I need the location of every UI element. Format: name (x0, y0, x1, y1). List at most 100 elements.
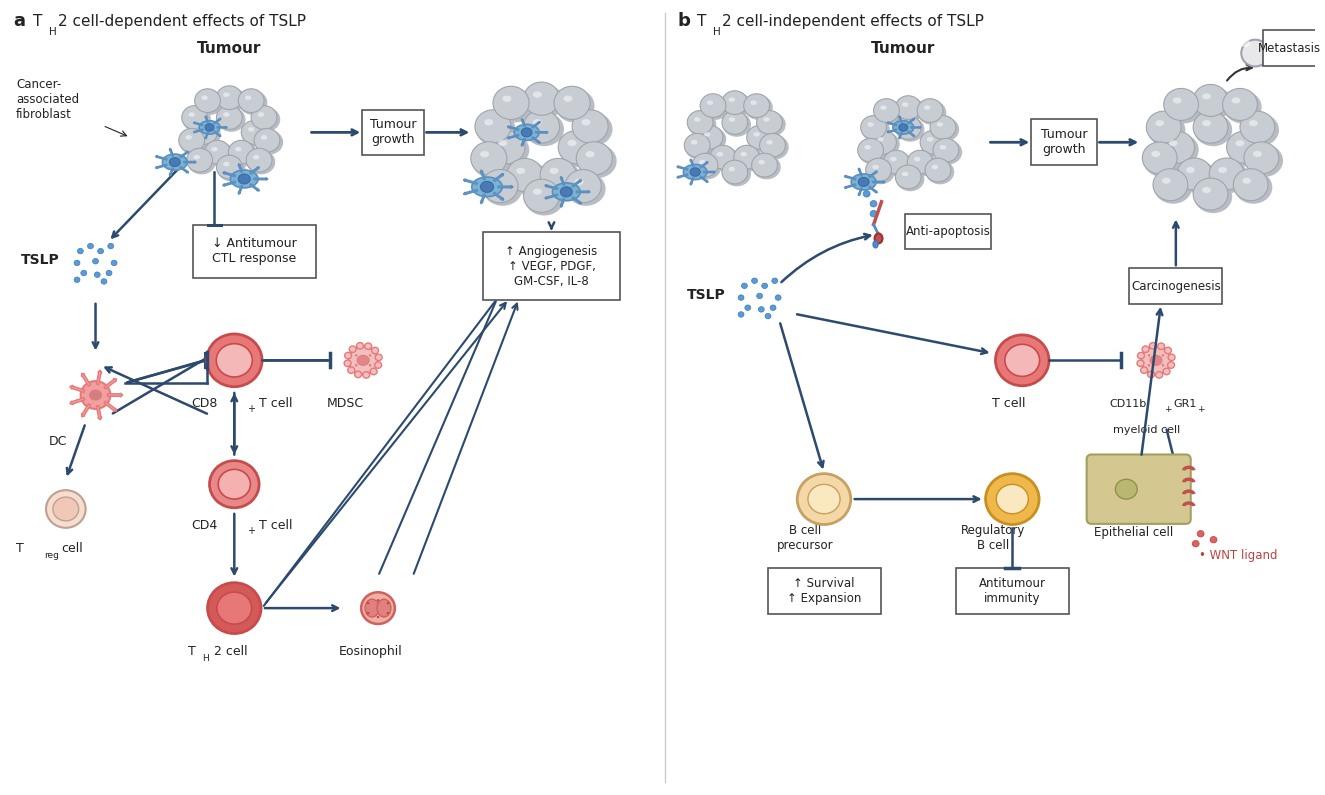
Ellipse shape (261, 135, 268, 140)
Text: b: b (677, 13, 690, 30)
Ellipse shape (187, 149, 212, 172)
Ellipse shape (924, 106, 930, 110)
FancyArrow shape (107, 393, 123, 397)
Ellipse shape (1146, 111, 1181, 143)
Text: • WNT ligand: • WNT ligand (1199, 549, 1277, 561)
Ellipse shape (689, 113, 716, 136)
Ellipse shape (170, 157, 180, 167)
Ellipse shape (474, 110, 511, 143)
Ellipse shape (470, 142, 507, 175)
FancyArrow shape (704, 171, 716, 173)
Ellipse shape (355, 364, 358, 366)
Ellipse shape (387, 612, 390, 615)
Text: H: H (203, 653, 209, 663)
Ellipse shape (74, 260, 80, 266)
Ellipse shape (775, 295, 780, 301)
Ellipse shape (741, 152, 747, 157)
Ellipse shape (201, 95, 208, 100)
FancyArrow shape (103, 401, 117, 411)
Ellipse shape (199, 121, 220, 134)
Ellipse shape (74, 277, 80, 282)
Ellipse shape (704, 132, 710, 137)
Ellipse shape (1210, 537, 1216, 543)
Text: Cancer-
associated
fibroblast: Cancer- associated fibroblast (16, 77, 80, 121)
Ellipse shape (195, 89, 220, 113)
Ellipse shape (896, 95, 921, 119)
Ellipse shape (871, 200, 877, 207)
Ellipse shape (757, 111, 782, 134)
Ellipse shape (738, 312, 745, 317)
Ellipse shape (231, 170, 258, 188)
Ellipse shape (1149, 114, 1185, 145)
Ellipse shape (902, 172, 909, 176)
FancyArrow shape (464, 189, 477, 195)
Text: H: H (49, 27, 57, 37)
Text: B cell
precursor: B cell precursor (776, 524, 833, 552)
Ellipse shape (700, 94, 726, 118)
Ellipse shape (199, 127, 205, 132)
FancyArrow shape (545, 184, 558, 189)
FancyArrow shape (507, 126, 519, 130)
Ellipse shape (223, 162, 229, 166)
Ellipse shape (480, 151, 489, 157)
Ellipse shape (925, 158, 951, 182)
Ellipse shape (485, 119, 493, 126)
Ellipse shape (371, 347, 379, 354)
Ellipse shape (1159, 131, 1195, 163)
Text: CD8: CD8 (192, 397, 219, 410)
Ellipse shape (566, 169, 602, 203)
Ellipse shape (1173, 97, 1182, 103)
FancyArrow shape (238, 164, 242, 173)
FancyArrow shape (184, 161, 196, 163)
FancyArrow shape (700, 176, 708, 182)
Ellipse shape (558, 130, 595, 164)
Ellipse shape (366, 599, 379, 617)
Ellipse shape (1004, 344, 1040, 376)
FancyArrow shape (180, 151, 188, 157)
Text: Epithelial cell: Epithelial cell (1093, 525, 1173, 539)
Ellipse shape (1242, 40, 1269, 67)
Text: T: T (16, 541, 24, 555)
Ellipse shape (766, 140, 772, 145)
Ellipse shape (364, 343, 371, 350)
Ellipse shape (375, 354, 382, 361)
FancyBboxPatch shape (1086, 455, 1191, 524)
Ellipse shape (759, 134, 786, 157)
Ellipse shape (348, 347, 378, 374)
FancyBboxPatch shape (1031, 119, 1097, 165)
Text: Tumour
growth: Tumour growth (1040, 128, 1086, 157)
Ellipse shape (897, 118, 924, 141)
Ellipse shape (1149, 343, 1157, 349)
Ellipse shape (106, 270, 113, 276)
Text: GR1: GR1 (1173, 399, 1196, 409)
Ellipse shape (1198, 530, 1204, 537)
Ellipse shape (582, 119, 591, 126)
Ellipse shape (567, 173, 606, 205)
FancyBboxPatch shape (362, 110, 424, 155)
Text: Regulatory
B cell: Regulatory B cell (961, 524, 1026, 552)
Ellipse shape (1141, 347, 1171, 374)
Ellipse shape (472, 177, 502, 196)
Ellipse shape (867, 161, 894, 184)
Ellipse shape (101, 279, 107, 284)
Ellipse shape (517, 168, 525, 174)
Ellipse shape (729, 117, 735, 122)
Ellipse shape (742, 283, 747, 289)
Ellipse shape (490, 134, 529, 166)
Ellipse shape (567, 140, 576, 146)
FancyArrow shape (576, 191, 590, 193)
Ellipse shape (77, 248, 83, 254)
Ellipse shape (1147, 371, 1154, 378)
Ellipse shape (355, 354, 358, 357)
Ellipse shape (921, 133, 949, 156)
Ellipse shape (902, 103, 909, 107)
Ellipse shape (933, 138, 959, 162)
Ellipse shape (229, 142, 257, 166)
Ellipse shape (1163, 368, 1170, 374)
Text: a: a (13, 13, 25, 30)
Ellipse shape (1195, 181, 1231, 212)
Ellipse shape (560, 187, 572, 197)
Ellipse shape (902, 122, 909, 126)
FancyArrow shape (572, 180, 582, 187)
Ellipse shape (180, 130, 207, 154)
